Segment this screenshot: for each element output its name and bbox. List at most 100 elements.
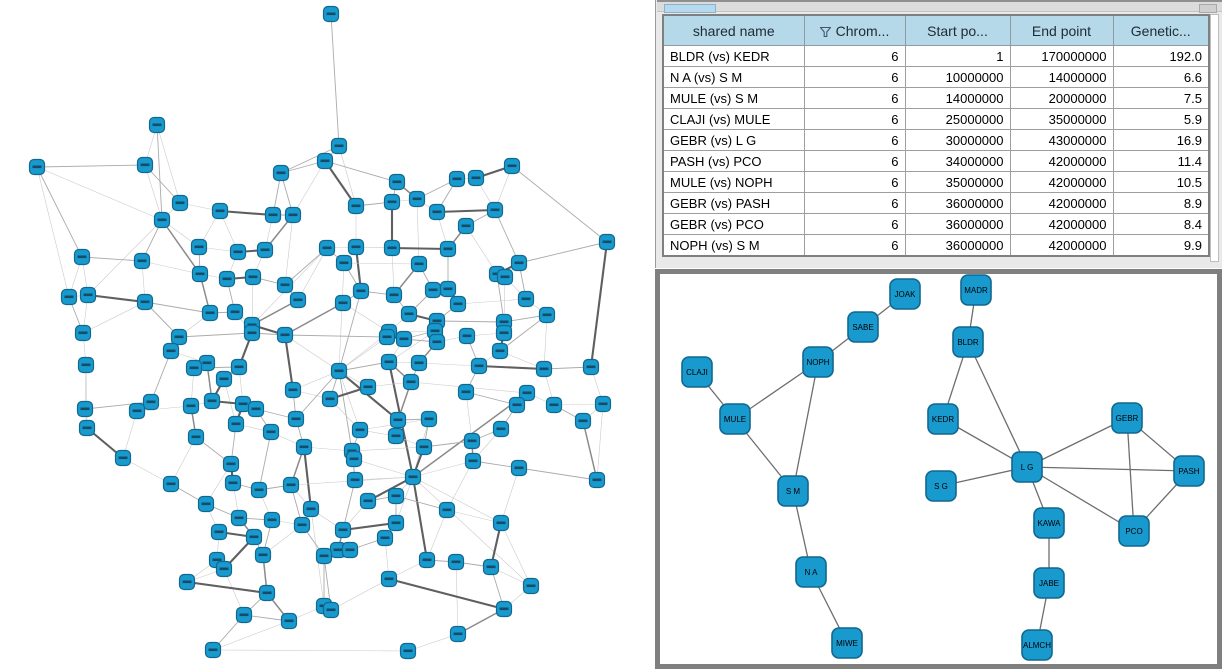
scrollbar-thumb[interactable]: [664, 4, 716, 13]
overview-network-canvas[interactable]: [0, 0, 655, 669]
network-node[interactable]: [719, 403, 751, 435]
table-cell[interactable]: 36000000: [904, 192, 1011, 214]
table-row[interactable]: N A (vs) S M 6 10000000 14000000 6.6: [662, 66, 1210, 88]
network-edge: [465, 391, 518, 406]
table-horizontal-scrollbar[interactable]: [657, 0, 1222, 13]
network-node[interactable]: [1033, 507, 1065, 539]
network-edge[interactable]: [1026, 417, 1128, 468]
table-cell[interactable]: 6: [803, 66, 906, 88]
table-cell[interactable]: 6: [803, 150, 906, 172]
table-cell[interactable]: GEBR (vs) PASH: [662, 192, 805, 214]
table-cell[interactable]: 36000000: [904, 234, 1011, 257]
column-header-2[interactable]: Start po...: [904, 14, 1011, 46]
table-cell[interactable]: GEBR (vs) L G: [662, 129, 805, 151]
table-cell[interactable]: 42000000: [1009, 213, 1114, 235]
network-edge[interactable]: [792, 361, 819, 492]
table-cell[interactable]: 9.9: [1112, 234, 1210, 257]
node-label-glyph: [443, 247, 453, 251]
network-node[interactable]: [1111, 402, 1143, 434]
table-cell[interactable]: NOPH (vs) S M: [662, 234, 805, 257]
column-header-0[interactable]: shared name: [662, 14, 805, 46]
column-header-3[interactable]: End point: [1009, 14, 1114, 46]
network-node[interactable]: [1173, 455, 1205, 487]
network-edge[interactable]: [967, 341, 1028, 468]
network-node[interactable]: [777, 475, 809, 507]
network-edge[interactable]: [1026, 466, 1135, 532]
table-row[interactable]: MULE (vs) S M 6 14000000 20000000 7.5: [662, 87, 1210, 109]
table-cell[interactable]: 36000000: [904, 213, 1011, 235]
table-cell[interactable]: 5.9: [1112, 108, 1210, 130]
network-node[interactable]: [1011, 451, 1043, 483]
table-cell[interactable]: 42000000: [1009, 192, 1114, 214]
table-cell[interactable]: 7.5: [1112, 87, 1210, 109]
table-row[interactable]: PASH (vs) PCO 6 34000000 42000000 11.4: [662, 150, 1210, 172]
table-cell[interactable]: PASH (vs) PCO: [662, 150, 805, 172]
network-node[interactable]: [889, 278, 921, 310]
table-cell[interactable]: 42000000: [1009, 171, 1114, 193]
table-cell[interactable]: 8.4: [1112, 213, 1210, 235]
table-cell[interactable]: 192.0: [1112, 45, 1210, 67]
table-cell[interactable]: 11.4: [1112, 150, 1210, 172]
table-cell[interactable]: 6: [803, 171, 906, 193]
table-cell[interactable]: BLDR (vs) KEDR: [662, 45, 805, 67]
table-cell[interactable]: 10.5: [1112, 171, 1210, 193]
table-cell[interactable]: 14000000: [1009, 66, 1114, 88]
table-cell[interactable]: CLAJI (vs) MULE: [662, 108, 805, 130]
network-node[interactable]: [1033, 567, 1065, 599]
table-cell[interactable]: 6: [803, 192, 906, 214]
table-cell[interactable]: 35000000: [1009, 108, 1114, 130]
network-edge[interactable]: [1026, 466, 1190, 472]
table-cell[interactable]: 42000000: [1009, 234, 1114, 257]
table-cell[interactable]: 1: [904, 45, 1011, 67]
table-row[interactable]: BLDR (vs) KEDR 6 1 170000000 192.0: [662, 45, 1210, 67]
network-node[interactable]: [960, 274, 992, 306]
table-row[interactable]: GEBR (vs) PASH 6 36000000 42000000 8.9: [662, 192, 1210, 214]
table-cell[interactable]: 30000000: [904, 129, 1011, 151]
column-header-1[interactable]: Chrom...: [803, 14, 906, 46]
network-node[interactable]: [681, 356, 713, 388]
column-header-4[interactable]: Genetic...: [1112, 14, 1210, 46]
network-edge: [354, 476, 414, 481]
table-cell[interactable]: 34000000: [904, 150, 1011, 172]
table-cell[interactable]: 6.6: [1112, 66, 1210, 88]
filter-icon[interactable]: [819, 26, 831, 37]
table-row[interactable]: CLAJI (vs) MULE 6 25000000 35000000 5.9: [662, 108, 1210, 130]
table-cell[interactable]: 6: [803, 45, 906, 67]
table-cell[interactable]: 6: [803, 108, 906, 130]
network-node[interactable]: [831, 627, 863, 659]
network-node[interactable]: [925, 470, 957, 502]
table-cell[interactable]: 6: [803, 213, 906, 235]
network-node[interactable]: [847, 311, 879, 343]
table-cell[interactable]: 43000000: [1009, 129, 1114, 151]
table-cell[interactable]: 6: [803, 129, 906, 151]
table-cell[interactable]: 16.9: [1112, 129, 1210, 151]
node-label-glyph: [391, 494, 401, 498]
network-node[interactable]: [927, 403, 959, 435]
table-cell[interactable]: 42000000: [1009, 150, 1114, 172]
network-node[interactable]: [802, 346, 834, 378]
table-cell[interactable]: 10000000: [904, 66, 1011, 88]
table-cell[interactable]: 170000000: [1009, 45, 1114, 67]
table-cell[interactable]: 20000000: [1009, 87, 1114, 109]
table-cell[interactable]: MULE (vs) S M: [662, 87, 805, 109]
table-cell[interactable]: 8.9: [1112, 192, 1210, 214]
network-node[interactable]: [795, 556, 827, 588]
table-cell[interactable]: GEBR (vs) PCO: [662, 213, 805, 235]
network-node[interactable]: [1118, 515, 1150, 547]
table-cell[interactable]: MULE (vs) NOPH: [662, 171, 805, 193]
table-vertical-scrollbar[interactable]: [1210, 14, 1219, 262]
network-edge[interactable]: [1126, 417, 1135, 532]
table-cell[interactable]: N A (vs) S M: [662, 66, 805, 88]
network-node[interactable]: [1021, 629, 1053, 661]
table-cell[interactable]: 35000000: [904, 171, 1011, 193]
table-row[interactable]: MULE (vs) NOPH 6 35000000 42000000 10.5: [662, 171, 1210, 193]
table-cell[interactable]: 25000000: [904, 108, 1011, 130]
table-cell[interactable]: 6: [803, 87, 906, 109]
table-row[interactable]: GEBR (vs) L G 6 30000000 43000000 16.9: [662, 129, 1210, 151]
table-row[interactable]: NOPH (vs) S M 6 36000000 42000000 9.9: [662, 234, 1210, 257]
network-node[interactable]: [952, 326, 984, 358]
table-row[interactable]: GEBR (vs) PCO 6 36000000 42000000 8.4: [662, 213, 1210, 235]
table-cell[interactable]: 6: [803, 234, 906, 257]
table-cell[interactable]: 14000000: [904, 87, 1011, 109]
